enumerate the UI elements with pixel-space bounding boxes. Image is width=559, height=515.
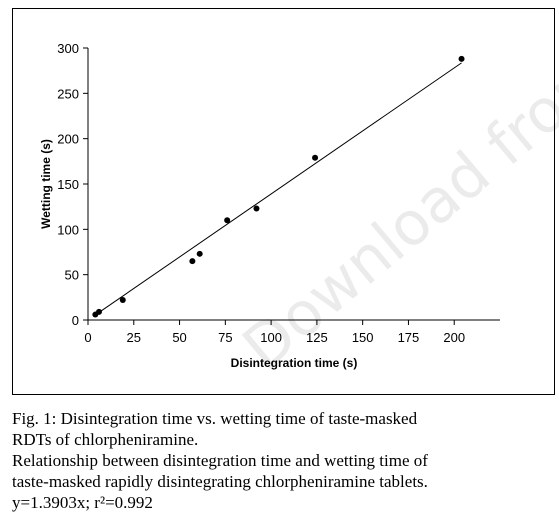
data-point: [253, 205, 260, 212]
caption-line: Fig. 1: Disintegration time vs. wetting …: [12, 409, 418, 428]
x-tick-label: 75: [218, 330, 232, 345]
caption-line: Relationship between disintegration time…: [12, 451, 428, 470]
figure-caption: Fig. 1: Disintegration time vs. wetting …: [12, 408, 557, 513]
data-point: [312, 154, 319, 161]
chart-frame: [12, 8, 555, 395]
x-tick-label: 175: [398, 330, 420, 345]
caption-line: RDTs of chlorpheniramine.: [12, 430, 199, 449]
data-points: [92, 55, 465, 318]
y-tick-label: 200: [57, 132, 79, 147]
trendline-group: [96, 62, 462, 315]
caption-line: taste-masked rapidly disintegrating chlo…: [12, 472, 428, 491]
data-point: [189, 258, 196, 265]
caption-line: y=1.3903x; r²=0.992: [12, 493, 153, 512]
y-tick-label: 150: [57, 177, 79, 192]
x-tick-label: 125: [306, 330, 328, 345]
data-point: [95, 308, 102, 315]
y-tick-label: 300: [57, 41, 79, 56]
y-tick-label: 0: [72, 313, 79, 328]
x-tick-label: 0: [84, 330, 91, 345]
y-tick-label: 100: [57, 222, 79, 237]
axes: 0 50 100 150 200 250 300 0 25 50 75 100 125 150 175 200: [57, 41, 500, 345]
y-tick-label: 250: [57, 86, 79, 101]
x-tick-label: 25: [127, 330, 141, 345]
y-axis-label: Wetting time (s): [39, 139, 53, 229]
x-tick-label: 50: [172, 330, 186, 345]
y-tick-label: 50: [65, 268, 79, 283]
data-point: [458, 55, 465, 62]
x-tick-label: 150: [352, 330, 374, 345]
trendline: [96, 62, 462, 315]
x-tick-label: 100: [260, 330, 282, 345]
data-point: [119, 297, 126, 304]
data-point: [224, 217, 231, 224]
scatter-chart: 0 50 100 150 200 250 300 0 25 50 75 100 125 150 175 200…: [39, 41, 500, 370]
data-point: [196, 250, 203, 257]
x-tick-label: 200: [443, 330, 465, 345]
x-axis-label: Disintegration time (s): [231, 356, 358, 370]
